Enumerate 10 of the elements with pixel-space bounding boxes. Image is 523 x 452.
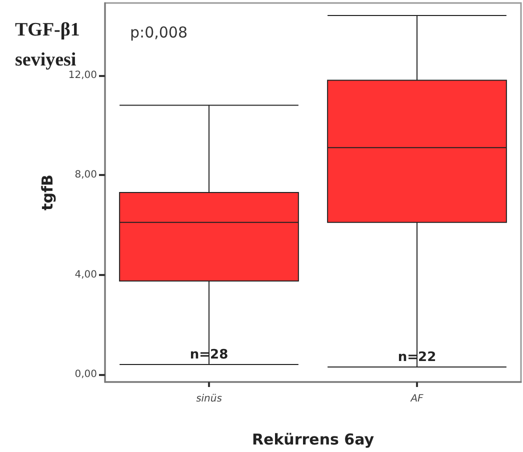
x-tick-label: AF [410,394,424,404]
text: TGF-β1 seviyesi [15,20,85,70]
y-tick-label: 12,00 [68,70,97,81]
annotation: p:0,008 [130,24,188,42]
y-tick-label: 4,00 [74,269,97,280]
x-tick-label: sinüs [196,394,222,404]
y-tick-label: 0,00 [74,369,97,380]
y-axis-title: tgfB [38,174,56,210]
y-tick-label: 8,00 [74,170,97,181]
x-axis-title: Rekürrens 6ay [252,430,374,448]
